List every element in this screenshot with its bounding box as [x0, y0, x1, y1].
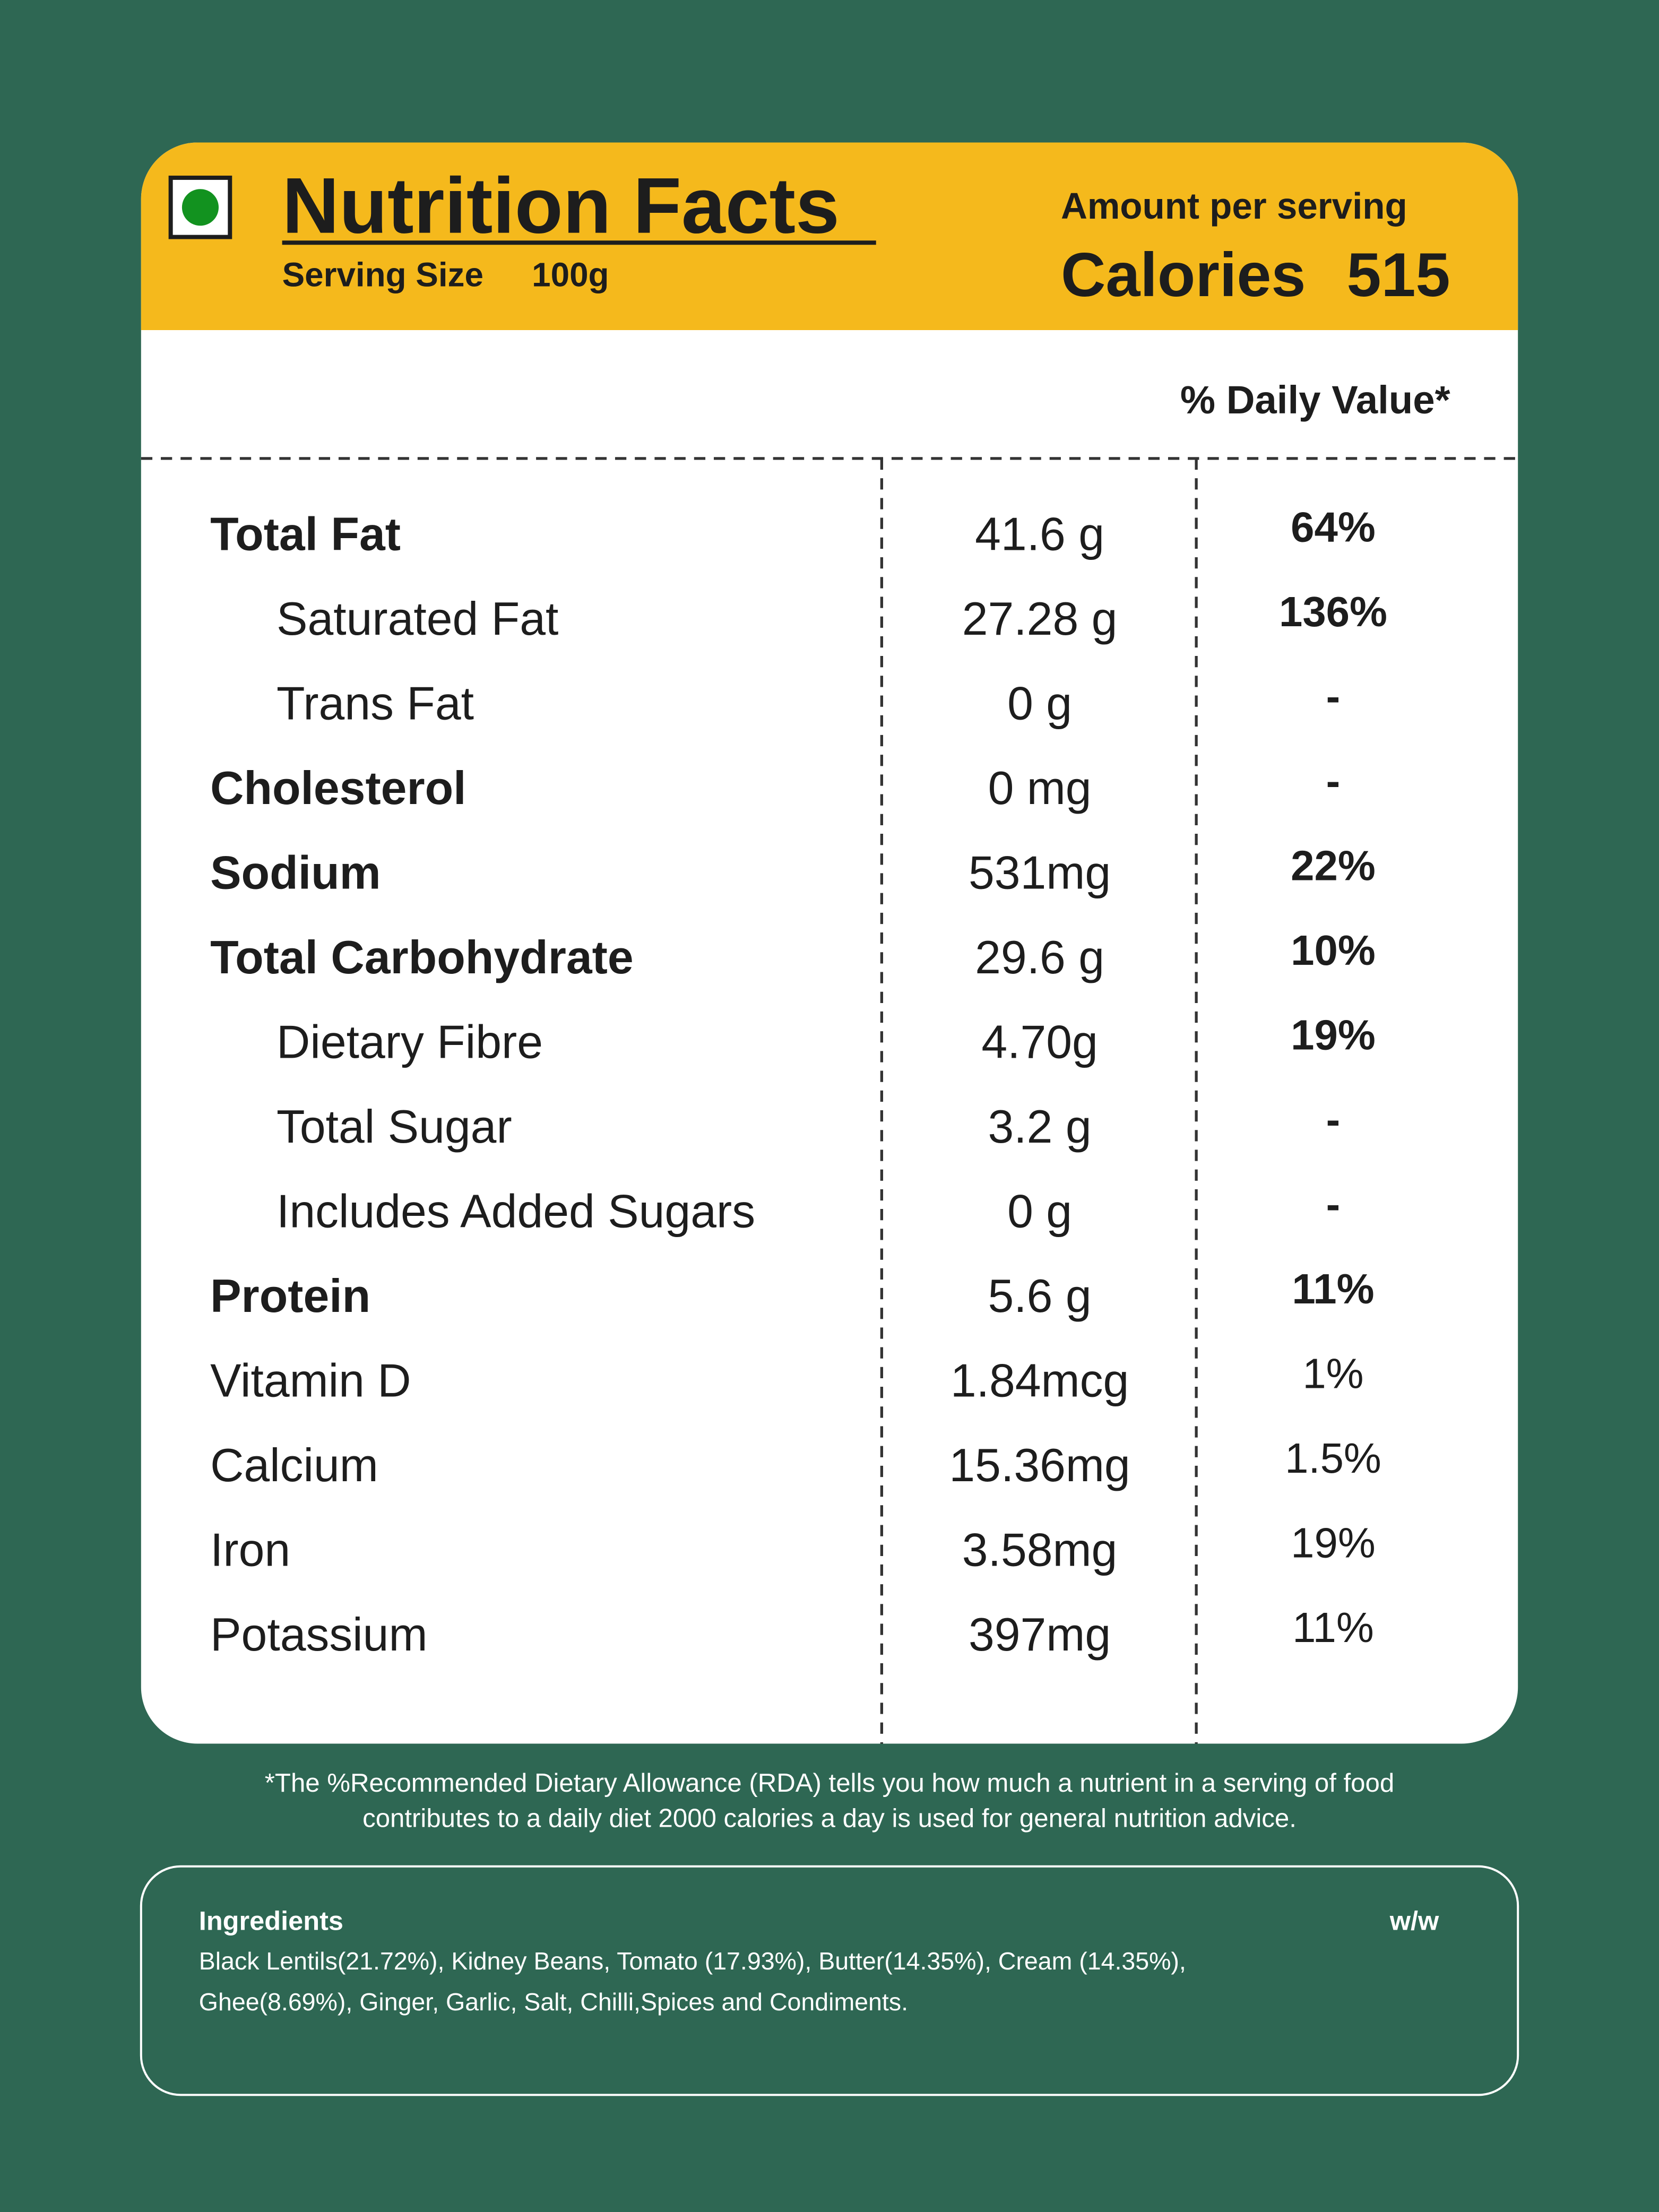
daily-value: 64% [1291, 504, 1376, 551]
header-band [141, 142, 1518, 331]
daily-value: 11% [1292, 1604, 1374, 1651]
nutrient: Includes Added Sugars [276, 1186, 755, 1238]
calories: 515 [1346, 240, 1450, 309]
amount: 4.70g [981, 1016, 1098, 1068]
calories-label: Calories [1061, 240, 1306, 309]
nutrient: Cholesterol [210, 762, 466, 814]
nutrient: Protein [210, 1270, 370, 1322]
amount: 397mg [969, 1609, 1111, 1661]
card [141, 142, 1518, 1744]
ingredients-text: Black Lentils(21.72%), Kidney Beans, Tom… [199, 1947, 1186, 1975]
daily-value: 19% [1291, 1012, 1376, 1059]
nutrient-rows: Total Fat 41.6 g 64% Saturated Fat 27.28 g 13… [210, 504, 1387, 1661]
daily-value: 22% [1291, 842, 1376, 889]
ingredients-title: Ingredients [199, 1905, 343, 1935]
ingredients-box [140, 1865, 1519, 2096]
amount: 0 g [1007, 1186, 1072, 1238]
amount: 29.6 g [975, 931, 1104, 983]
nutrient: Total Carbohydrate [210, 931, 634, 983]
daily-value: - [1326, 1096, 1341, 1143]
amount: 1.84mcg [951, 1355, 1129, 1407]
daily-value: - [1326, 757, 1341, 805]
nutrient: Saturated Fat [276, 593, 558, 645]
daily-value: - [1326, 673, 1341, 720]
nutrient: Total Sugar [276, 1101, 512, 1153]
title: Nutrition Facts [282, 161, 840, 250]
amount: 0 g [1007, 678, 1072, 730]
nutrient: Dietary Fibre [276, 1016, 543, 1068]
daily-value: - [1326, 1181, 1341, 1228]
serving-size-label: Serving Size [282, 256, 483, 294]
amount: 15.36mg [949, 1439, 1130, 1491]
footnote: contributes to a daily diet 2000 calorie… [362, 1803, 1297, 1833]
ingredients-text: Ghee(8.69%), Ginger, Garlic, Salt, Chill… [199, 1988, 908, 2016]
nutrient: Vitamin D [210, 1355, 411, 1407]
daily-value: 11% [1292, 1265, 1374, 1312]
daily-value: 10% [1291, 927, 1376, 974]
nutrient: Iron [210, 1524, 290, 1576]
ingredients-unit: w/w [1389, 1905, 1439, 1935]
veg-dot [182, 189, 219, 226]
amount: 27.28 g [962, 593, 1118, 645]
amount: 3.58mg [962, 1524, 1118, 1576]
daily-value: 1% [1302, 1350, 1363, 1397]
serving-size: 100g [532, 256, 609, 294]
amount: 3.2 g [988, 1101, 1092, 1153]
daily-value: 19% [1291, 1519, 1376, 1567]
footnote: *The %Recommended Dietary Allowance (RDA… [265, 1768, 1394, 1798]
daily-value: 1.5% [1285, 1435, 1381, 1482]
amount: 5.6 g [988, 1270, 1092, 1322]
amount-per-serving: Amount per serving [1061, 185, 1407, 227]
daily-value: 136% [1279, 588, 1387, 635]
amount: 41.6 g [975, 508, 1104, 560]
daily-value-heading: % Daily Value* [1180, 378, 1450, 422]
amount: 0 mg [988, 762, 1092, 814]
nutrient: Trans Fat [276, 678, 474, 730]
nutrient: Potassium [210, 1609, 427, 1661]
amount: 531mg [969, 847, 1111, 899]
nutrient: Total Fat [210, 508, 401, 560]
nutrient: Calcium [210, 1439, 378, 1491]
nutrient: Sodium [210, 847, 381, 899]
